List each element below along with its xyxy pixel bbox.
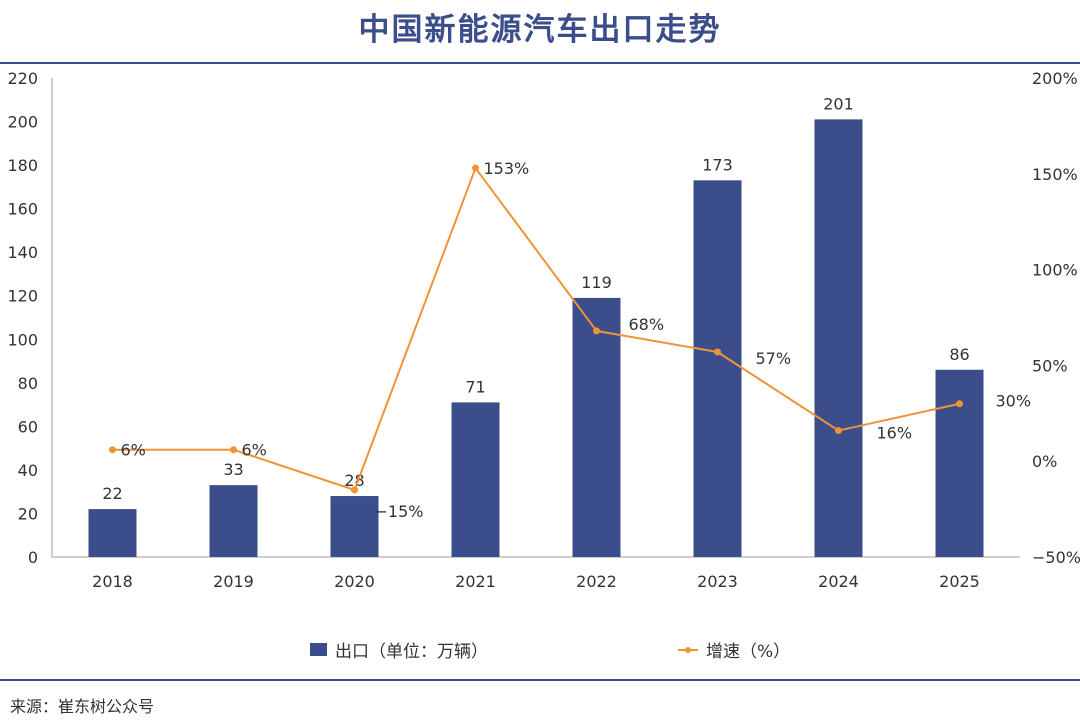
x-tick-label: 2023	[697, 572, 738, 591]
x-tick-label: 2022	[576, 572, 617, 591]
left-tick-label: 100	[7, 330, 38, 349]
x-tick-label: 2025	[939, 572, 980, 591]
source-note: 来源：崔东树公众号	[10, 697, 155, 716]
right-tick-label: 0%	[1032, 452, 1057, 471]
line-point	[593, 327, 600, 335]
left-axis-ticks: 0 20 40 60 80 100 120 140 160 180 200 220	[7, 69, 38, 567]
bar	[935, 369, 984, 557]
right-tick-label: 200%	[1032, 69, 1078, 88]
legend-item-growth: 增速（%）	[678, 637, 790, 662]
left-tick-label: 200	[7, 113, 38, 132]
line-value-label: 68%	[629, 315, 665, 334]
line-point	[835, 427, 842, 435]
right-axis-ticks: −50% 0% 50% 100% 150% 200%	[1032, 69, 1080, 567]
left-tick-label: 140	[7, 243, 38, 262]
line-point	[351, 486, 358, 494]
bar	[693, 180, 742, 557]
left-tick-label: 20	[18, 504, 38, 523]
bar-value-label: 33	[223, 460, 243, 479]
title-divider	[0, 62, 1080, 64]
left-tick-label: 80	[18, 374, 38, 393]
x-axis-ticks: 2018 2019 2020 2021 2022 2023 2024 2025	[92, 572, 980, 591]
left-tick-label: 60	[18, 417, 38, 436]
x-tick-label: 2018	[92, 572, 133, 591]
line-value-label: 57%	[756, 349, 792, 368]
combo-chart: 0 20 40 60 80 100 120 140 160 180 200 220 −50% 0% 50%…	[7, 69, 1080, 591]
bar	[451, 402, 500, 557]
bar	[572, 297, 621, 557]
right-tick-label: 150%	[1032, 165, 1078, 184]
bar	[88, 509, 137, 557]
bar-value-label: 22	[102, 484, 122, 503]
bar-value-label: 71	[465, 377, 485, 396]
line-value-label: 16%	[877, 424, 913, 443]
right-tick-label: 100%	[1032, 261, 1078, 280]
bar-legend-swatch	[310, 643, 327, 656]
right-tick-label: 50%	[1032, 356, 1068, 375]
bar	[814, 119, 863, 558]
footer-divider	[0, 679, 1080, 681]
x-tick-label: 2021	[455, 572, 496, 591]
line-point	[109, 446, 116, 454]
legend-label-exports: 出口（单位：万辆）	[335, 642, 488, 662]
bar	[209, 485, 258, 557]
x-tick-label: 2020	[334, 572, 375, 591]
left-tick-label: 180	[7, 156, 38, 175]
bar-value-label: 173	[702, 155, 733, 174]
line-point	[230, 446, 237, 454]
line-value-label: −15%	[375, 502, 424, 521]
line-value-label: 153%	[484, 159, 530, 178]
bar-series	[88, 119, 984, 558]
line-point	[956, 400, 963, 408]
legend-item-exports: 出口（单位：万辆）	[310, 637, 488, 662]
left-tick-label: 120	[7, 287, 38, 306]
line-value-label: 30%	[996, 392, 1032, 411]
x-tick-label: 2019	[213, 572, 254, 591]
line-data-labels: 6% 6% −15% 153% 68% 57% 16% 30%	[121, 159, 1032, 521]
bar-value-label: 119	[581, 273, 612, 292]
line-value-label: 6%	[242, 441, 267, 460]
line-legend-swatch	[678, 646, 698, 653]
x-tick-label: 2024	[818, 572, 859, 591]
left-tick-label: 40	[18, 461, 38, 480]
legend-label-growth: 增速（%）	[706, 642, 791, 662]
left-tick-label: 0	[28, 548, 38, 567]
bar-value-label: 86	[949, 345, 969, 364]
line-point	[472, 164, 479, 172]
chart-title: 中国新能源汽车出口走势	[358, 12, 722, 48]
right-tick-label: −50%	[1032, 548, 1080, 567]
left-tick-label: 220	[7, 69, 38, 88]
bar	[330, 496, 379, 557]
line-point	[714, 348, 721, 356]
growth-line	[112, 165, 960, 492]
left-tick-label: 160	[7, 200, 38, 219]
bar-value-label: 201	[823, 94, 854, 113]
line-series	[109, 164, 963, 494]
line-value-label: 6%	[121, 441, 146, 460]
